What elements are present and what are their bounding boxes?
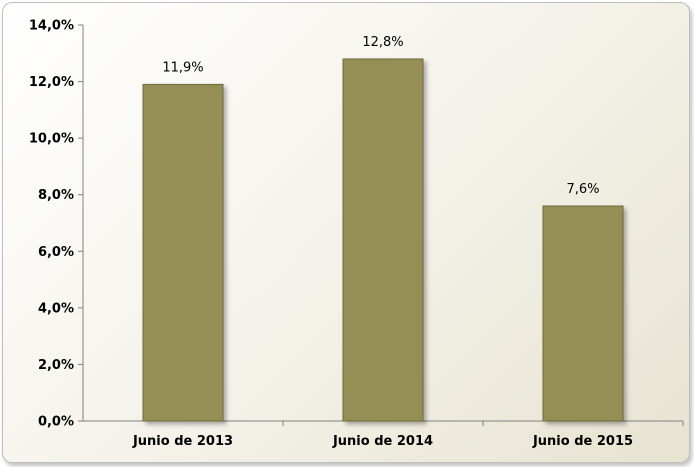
y-tick-label: 2,0%	[38, 358, 74, 373]
bar	[542, 205, 624, 422]
bar-chart: 0,0% 2,0% 4,0% 6,0% 8,0% 10,0% 12,0% 14,0% 11,9%…	[29, 19, 684, 450]
bar	[142, 83, 224, 422]
y-tick-label: 4,0%	[38, 301, 74, 316]
x-category-label: Junio de 2013	[132, 434, 233, 449]
bars	[142, 58, 624, 422]
y-tick-label: 8,0%	[38, 188, 74, 203]
bar	[342, 58, 424, 422]
y-tick-label: 6,0%	[38, 245, 74, 260]
y-tick-label: 0,0%	[38, 415, 74, 430]
y-tick-label: 14,0%	[29, 19, 74, 34]
data-label: 7,6%	[566, 182, 599, 197]
x-category-label: Junio de 2015	[532, 434, 633, 449]
x-category-label: Junio de 2014	[332, 434, 433, 449]
y-tick-label: 10,0%	[29, 132, 74, 147]
chart-frame: 0,0% 2,0% 4,0% 6,0% 8,0% 10,0% 12,0% 14,0% 11,9%…	[2, 2, 690, 463]
data-label: 12,8%	[362, 35, 403, 50]
labels: 0,0% 2,0% 4,0% 6,0% 8,0% 10,0% 12,0% 14,0% 11,9%…	[29, 19, 633, 450]
y-tick-label: 12,0%	[29, 75, 74, 90]
data-label: 11,9%	[162, 60, 203, 75]
